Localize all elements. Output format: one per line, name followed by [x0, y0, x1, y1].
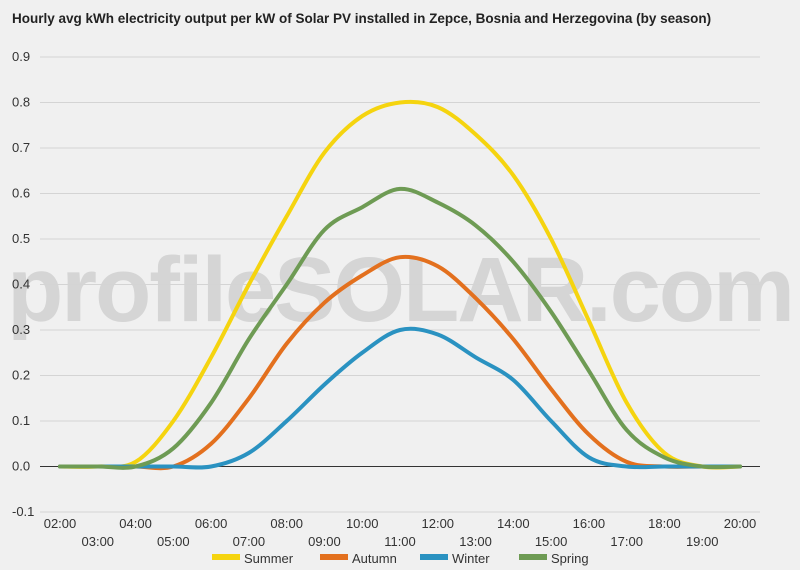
x-tick-label-lower: 19:00: [686, 534, 719, 549]
x-tick-label-lower: 07:00: [233, 534, 266, 549]
y-tick-label: 0.8: [12, 95, 30, 110]
legend-label-autumn: Autumn: [352, 551, 397, 566]
grid-lines: [40, 56, 760, 513]
y-tick-label: 0.5: [12, 231, 30, 246]
y-axis-ticks: -0.1 0.0 0.1 0.2 0.3 0.4 0.5 0.6 0.7 0.8 0.9: [12, 49, 34, 519]
x-tick-label-upper: 02:00: [44, 516, 77, 531]
legend-swatch-autumn: [320, 554, 348, 560]
x-tick-label-lower: 03:00: [82, 534, 115, 549]
x-tick-label-upper: 20:00: [724, 516, 757, 531]
legend-swatch-spring: [519, 554, 547, 560]
y-tick-label: -0.1: [12, 504, 34, 519]
series-lines: [58, 99, 742, 471]
legend-swatch-winter: [420, 554, 448, 560]
y-tick-label: 0.6: [12, 186, 30, 201]
x-tick-label-lower: 15:00: [535, 534, 568, 549]
x-tick-label-upper: 06:00: [195, 516, 228, 531]
y-tick-label: 0.2: [12, 368, 30, 383]
x-tick-label-upper: 16:00: [573, 516, 606, 531]
legend: Summer Autumn Winter Spring: [212, 551, 589, 566]
series-line-winter: [58, 326, 742, 470]
x-tick-label-upper: 08:00: [270, 516, 303, 531]
x-tick-label-lower: 17:00: [610, 534, 643, 549]
legend-label-summer: Summer: [244, 551, 294, 566]
chart-title: Hourly avg kWh electricity output per kW…: [12, 11, 712, 26]
y-tick-label: 0.7: [12, 140, 30, 155]
series-line-summer: [58, 99, 742, 470]
legend-label-spring: Spring: [551, 551, 589, 566]
x-tick-label-upper: 04:00: [119, 516, 152, 531]
x-tick-label-upper: 12:00: [422, 516, 455, 531]
legend-label-winter: Winter: [452, 551, 490, 566]
x-tick-label-lower: 09:00: [308, 534, 341, 549]
legend-swatch-summer: [212, 554, 240, 560]
x-tick-label-upper: 14:00: [497, 516, 530, 531]
y-tick-label: 0.1: [12, 413, 30, 428]
x-tick-label-lower: 05:00: [157, 534, 190, 549]
x-tick-label-upper: 18:00: [648, 516, 681, 531]
series-line-spring: [58, 186, 742, 470]
x-tick-label-lower: 11:00: [384, 534, 416, 549]
x-axis-ticks: 02:00 04:00 06:00 08:00 10:00 12:00 14:00 16:00…: [44, 516, 757, 549]
y-tick-label: 0.3: [12, 322, 30, 337]
x-tick-label-lower: 13:00: [459, 534, 492, 549]
y-tick-label: 0.9: [12, 49, 30, 64]
x-tick-label-upper: 10:00: [346, 516, 379, 531]
y-tick-label: 0.0: [12, 459, 30, 474]
y-tick-label: 0.4: [12, 277, 30, 292]
